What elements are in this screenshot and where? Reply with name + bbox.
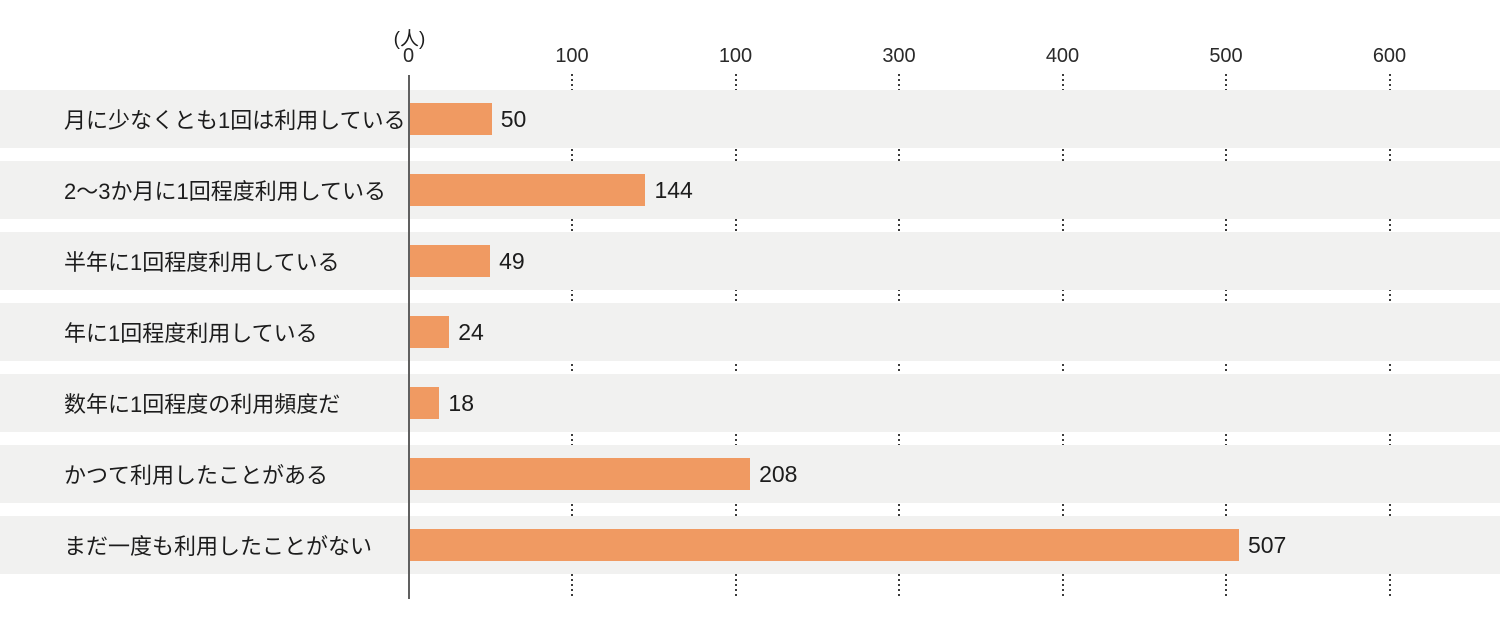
row-band: [0, 303, 1500, 361]
axis-unit-label: (人): [393, 29, 426, 50]
row-band: [0, 232, 1500, 290]
x-axis-tick-label: 0: [402, 45, 415, 67]
x-axis-tick-label: 600: [1372, 45, 1407, 67]
x-axis-tick-label: 100: [555, 45, 589, 67]
category-label: かつて利用したことがある: [64, 463, 329, 488]
bar: [410, 316, 450, 348]
bar: [410, 458, 751, 490]
bar-value-label: 507: [1247, 531, 1287, 558]
bar: [410, 245, 491, 277]
row-band: [0, 161, 1500, 219]
bar-value-label: 144: [654, 176, 693, 203]
row-band: [0, 90, 1500, 148]
category-label: 半年に1回程度利用している: [64, 250, 340, 275]
category-label: 月に少なくとも1回は利用している: [64, 108, 406, 133]
bar-value-label: 49: [499, 247, 525, 274]
bar-value-label: 50: [500, 105, 527, 132]
x-axis-tick-label: 400: [1045, 45, 1080, 67]
category-label: 年に1回程度利用している: [64, 321, 318, 346]
bar: [410, 103, 492, 135]
row-band: [0, 374, 1500, 432]
bar-value-label: 18: [448, 389, 475, 416]
category-label: 数年に1回程度の利用頻度だ: [64, 392, 341, 417]
y-axis-line: [407, 75, 410, 599]
x-axis-tick-label: 300: [882, 45, 916, 67]
bar: [410, 387, 440, 419]
x-axis-tick-label: 500: [1209, 45, 1243, 67]
bar: [410, 174, 646, 206]
bar-value-label: 24: [458, 318, 484, 345]
x-axis-tick-label: 100: [718, 45, 753, 67]
category-label: まだ一度も利用したことがない: [64, 534, 373, 559]
bar-value-label: 208: [759, 460, 798, 487]
category-label: 2〜3か月に1回程度利用している: [64, 179, 387, 204]
bar: [410, 529, 1239, 561]
